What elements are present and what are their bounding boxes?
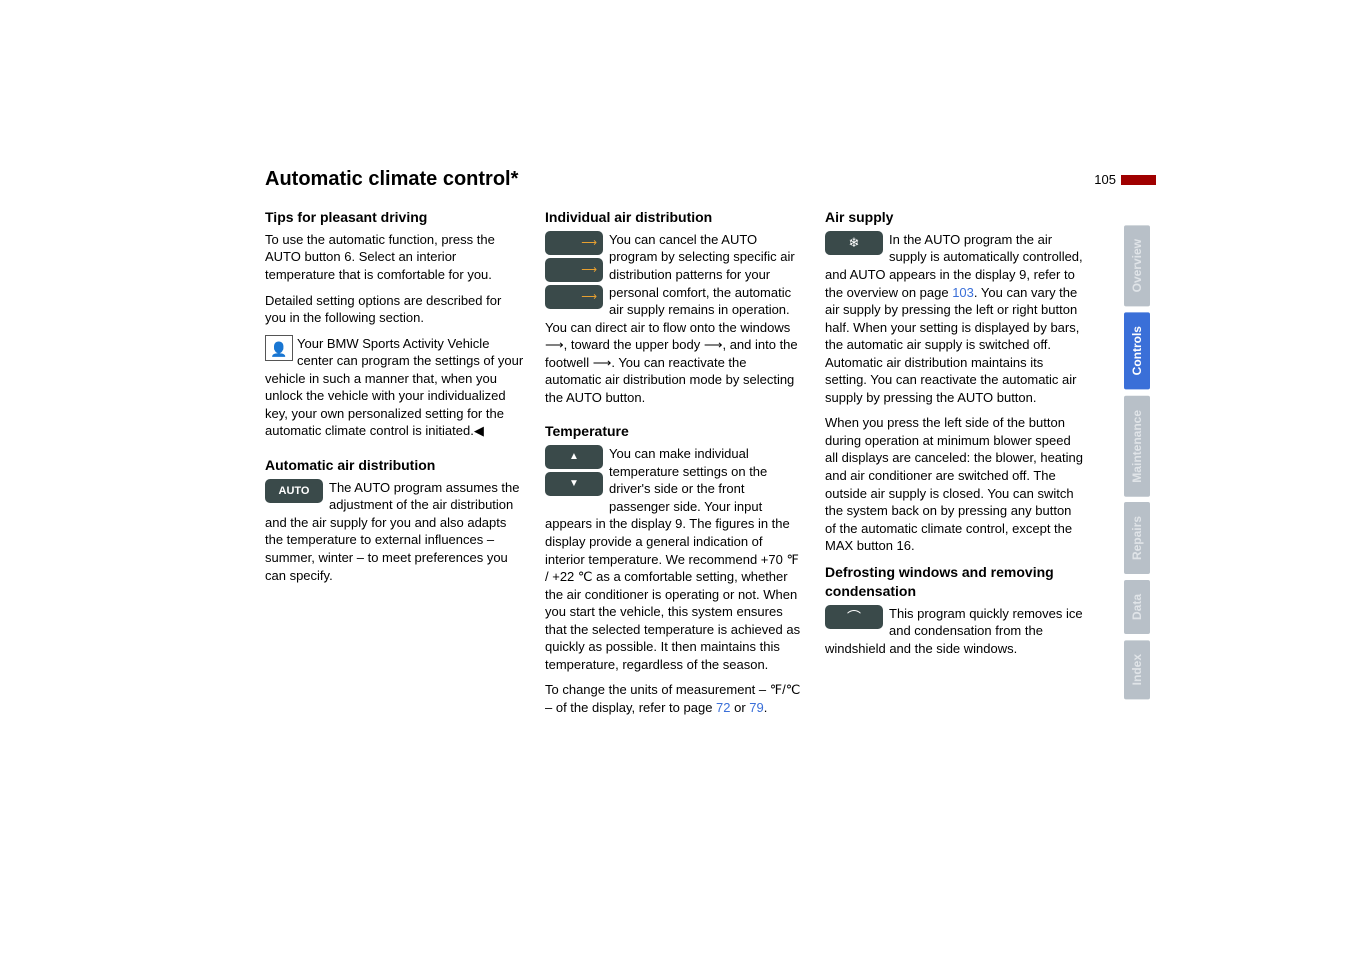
footwell-airflow-icon xyxy=(545,285,603,309)
body-text: . You can vary the air supply by pressin… xyxy=(825,285,1079,405)
body-text: In the AUTO program the air supply is au… xyxy=(825,231,1085,406)
tab-index[interactable]: Index xyxy=(1124,640,1150,699)
heading-tips: Tips for pleasant driving xyxy=(265,208,525,227)
air-distribution-icons xyxy=(545,231,603,312)
body-text: You can make individual temperature sett… xyxy=(545,445,805,673)
page-number: 105 xyxy=(1094,172,1116,187)
body-text: To change the units of measurement – ℉/℃… xyxy=(545,681,805,716)
column-1: Tips for pleasant driving To use the aut… xyxy=(265,200,525,724)
tab-data[interactable]: Data xyxy=(1124,580,1150,634)
bmw-center-icon: 👤 xyxy=(265,335,293,361)
content-columns: Tips for pleasant driving To use the aut… xyxy=(265,200,1087,724)
column-3: Air supply In the AUTO program the air s… xyxy=(825,200,1085,724)
body-text: When you press the left side of the butt… xyxy=(825,414,1085,554)
body-text: This program quickly removes ice and con… xyxy=(825,605,1085,658)
heading-defrost: Defrosting windows and removing condensa… xyxy=(825,563,1085,601)
body-text: AUTO The AUTO program assumes the adjust… xyxy=(265,479,525,584)
defrost-icon xyxy=(825,605,883,629)
body-text: or xyxy=(731,700,750,715)
windshield-airflow-icon xyxy=(545,231,603,255)
upper-body-airflow-icon xyxy=(545,258,603,282)
tab-controls[interactable]: Controls xyxy=(1124,312,1150,389)
body-text: You can cancel the AUTO program by selec… xyxy=(545,231,805,406)
tab-maintenance[interactable]: Maintenance xyxy=(1124,396,1150,497)
page-accent-bar xyxy=(1121,175,1156,185)
body-text: 👤 Your BMW Sports Activity Vehicle cente… xyxy=(265,335,525,440)
auto-button-icon: AUTO xyxy=(265,479,323,503)
side-nav-tabs: Overview Controls Maintenance Repairs Da… xyxy=(1124,225,1154,706)
page-link-79[interactable]: 79 xyxy=(749,700,763,715)
temperature-down-icon xyxy=(545,472,603,496)
column-2: Individual air distribution You can canc… xyxy=(545,200,805,724)
tab-overview[interactable]: Overview xyxy=(1124,225,1150,306)
tab-repairs[interactable]: Repairs xyxy=(1124,502,1150,574)
body-text: Detailed setting options are described f… xyxy=(265,292,525,327)
body-text: Your BMW Sports Activity Vehicle center … xyxy=(265,336,523,439)
page-link-103[interactable]: 103 xyxy=(952,285,974,300)
fan-speed-icon xyxy=(825,231,883,255)
temperature-adjust-icons xyxy=(545,445,603,499)
page-link-72[interactable]: 72 xyxy=(716,700,730,715)
heading-auto-dist: Automatic air distribution xyxy=(265,456,525,475)
temperature-up-icon xyxy=(545,445,603,469)
heading-air-supply: Air supply xyxy=(825,208,1085,227)
heading-temperature: Temperature xyxy=(545,422,805,441)
page-title: Automatic climate control* xyxy=(265,168,518,191)
heading-individual-dist: Individual air distribution xyxy=(545,208,805,227)
body-text: To use the automatic function, press the… xyxy=(265,231,525,284)
body-text: . xyxy=(764,700,768,715)
